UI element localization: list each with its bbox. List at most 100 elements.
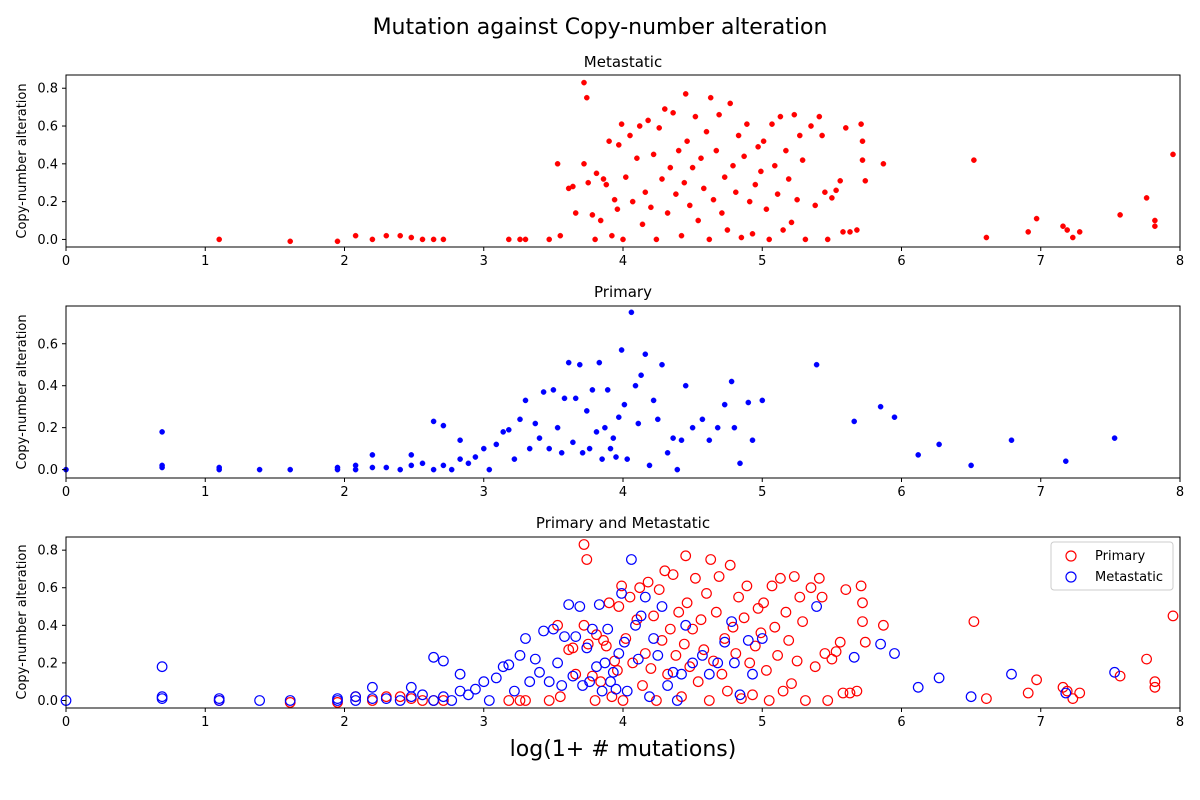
data-point bbox=[563, 599, 575, 610]
data-point bbox=[534, 666, 545, 678]
data-point bbox=[639, 648, 651, 659]
data-point bbox=[592, 236, 598, 243]
data-point bbox=[383, 464, 390, 471]
data-point bbox=[675, 147, 682, 154]
data-point bbox=[517, 416, 523, 423]
x-tick-label: 2 bbox=[340, 254, 348, 269]
data-point bbox=[667, 569, 679, 580]
data-point bbox=[811, 601, 822, 612]
data-point bbox=[689, 164, 696, 171]
data-point bbox=[859, 157, 866, 163]
data-point bbox=[613, 601, 625, 612]
data-point bbox=[968, 462, 974, 469]
data-point bbox=[440, 462, 447, 469]
data-point bbox=[681, 179, 688, 186]
data-point bbox=[697, 650, 708, 661]
data-point bbox=[840, 229, 846, 235]
data-point bbox=[678, 437, 685, 444]
data-point bbox=[698, 155, 704, 161]
data-point bbox=[602, 623, 614, 635]
data-point bbox=[514, 695, 526, 706]
data-point bbox=[287, 238, 294, 245]
data-point bbox=[758, 168, 764, 175]
data-point bbox=[1152, 217, 1158, 224]
data-point bbox=[639, 591, 651, 603]
data-point bbox=[744, 657, 756, 669]
data-point bbox=[674, 466, 681, 473]
data-point bbox=[548, 623, 559, 635]
x-tick-label: 3 bbox=[480, 715, 488, 730]
data-point bbox=[857, 597, 868, 609]
data-point bbox=[559, 631, 570, 642]
axes-frame bbox=[65, 74, 1181, 248]
data-point bbox=[430, 236, 437, 243]
data-point bbox=[616, 142, 622, 148]
data-point bbox=[599, 456, 605, 462]
data-point bbox=[369, 236, 376, 243]
data-point bbox=[500, 429, 507, 435]
x-tick-label: 4 bbox=[619, 715, 627, 730]
data-point bbox=[561, 395, 568, 402]
data-point bbox=[626, 554, 637, 565]
panel-primary-and-metastatic: Primary and Metastatic Copy-number alter… bbox=[15, 514, 1184, 730]
y-tick-label: 0.8 bbox=[37, 544, 58, 559]
data-point bbox=[613, 648, 625, 659]
data-point bbox=[650, 397, 657, 404]
y-axis-label: Copy-number alteration bbox=[15, 314, 30, 469]
data-point bbox=[614, 206, 621, 212]
data-point bbox=[965, 691, 977, 703]
data-point bbox=[670, 650, 682, 661]
data-point bbox=[579, 449, 586, 456]
data-point bbox=[721, 174, 728, 180]
x-tick-label: 3 bbox=[480, 485, 488, 500]
data-point bbox=[557, 232, 564, 239]
data-point bbox=[554, 160, 561, 167]
data-point bbox=[819, 132, 825, 139]
data-point bbox=[695, 217, 702, 224]
y-tick-label: 0.2 bbox=[37, 195, 58, 210]
data-point bbox=[216, 236, 222, 243]
x-tick-label: 7 bbox=[1037, 254, 1045, 269]
y-tick-label: 0.4 bbox=[37, 379, 58, 394]
data-point bbox=[1117, 212, 1123, 218]
plot-area: 0 1 2 3 4 5 6 7 8 0.0 0.2 0.4 0.6 0.8 bbox=[37, 536, 1184, 730]
data-point bbox=[627, 657, 639, 669]
data-point bbox=[681, 597, 693, 609]
axes-frame bbox=[65, 536, 1181, 709]
data-point bbox=[332, 695, 343, 706]
data-point bbox=[670, 110, 676, 116]
x-tick-label: 4 bbox=[619, 254, 627, 269]
data-point bbox=[805, 582, 817, 594]
data-point bbox=[698, 644, 710, 656]
data-point bbox=[829, 195, 835, 201]
data-point bbox=[837, 687, 849, 699]
data-point bbox=[405, 691, 417, 703]
data-point bbox=[744, 121, 750, 127]
data-point bbox=[1060, 223, 1066, 229]
data-point bbox=[747, 668, 758, 680]
panel-primary: Primary Copy-number alteration 0 1 2 3 4 5 6 7 8… bbox=[15, 283, 1184, 500]
data-point bbox=[971, 157, 977, 163]
data-point bbox=[417, 689, 428, 701]
data-point bbox=[478, 676, 490, 688]
data-point bbox=[350, 695, 362, 706]
data-point bbox=[532, 420, 539, 427]
data-point bbox=[738, 612, 750, 624]
data-point bbox=[673, 606, 685, 618]
data-point bbox=[254, 695, 266, 706]
data-point bbox=[813, 572, 825, 584]
data-point bbox=[284, 695, 296, 706]
data-point bbox=[775, 572, 786, 584]
data-point bbox=[1063, 458, 1069, 465]
data-point bbox=[593, 599, 605, 610]
data-point bbox=[1149, 676, 1161, 688]
data-point bbox=[613, 454, 619, 460]
data-point bbox=[627, 132, 633, 139]
y-tick-label: 0.2 bbox=[37, 656, 58, 671]
data-point bbox=[719, 636, 731, 648]
data-point bbox=[812, 202, 819, 209]
x-tick-label: 5 bbox=[758, 485, 766, 500]
data-point bbox=[644, 691, 655, 703]
x-tick-label: 1 bbox=[201, 254, 209, 269]
